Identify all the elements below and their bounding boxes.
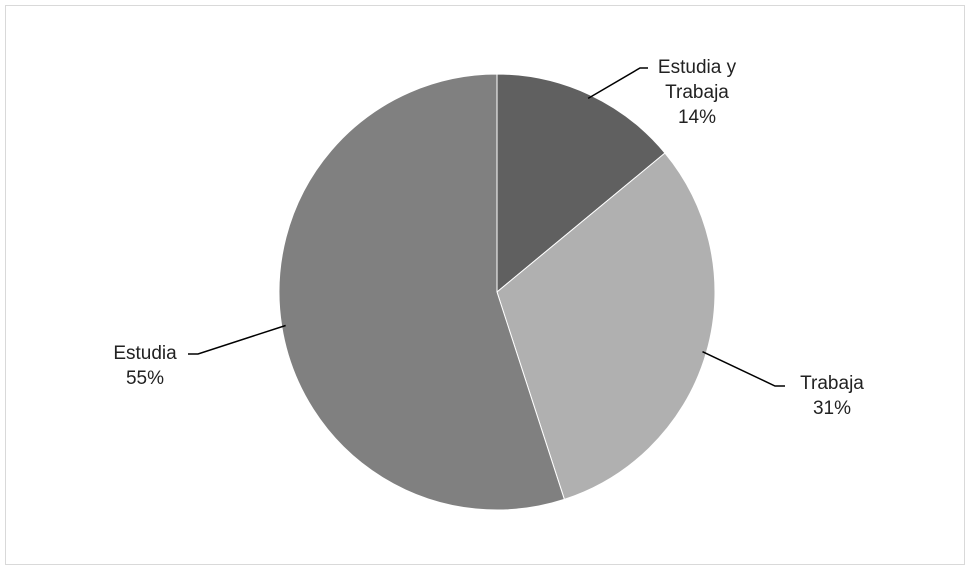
chart-frame <box>5 5 965 565</box>
slice-label: Estudia y Trabaja 14% <box>637 55 757 130</box>
category-label: Trabaja <box>800 373 864 394</box>
value-label: 31% <box>812 398 852 419</box>
leader-line <box>188 324 286 355</box>
leader-line <box>702 351 785 387</box>
leader-line <box>587 67 648 100</box>
value-label: 55% <box>125 368 165 389</box>
slice-label: Estudia 55% <box>75 341 215 391</box>
category-label: Estudia <box>113 343 177 364</box>
value-label: 14% <box>677 106 717 128</box>
category-label: Estudia y Trabaja <box>657 56 737 103</box>
pie-slice <box>496 73 666 294</box>
slice-label: Trabaja 31% <box>762 371 902 421</box>
